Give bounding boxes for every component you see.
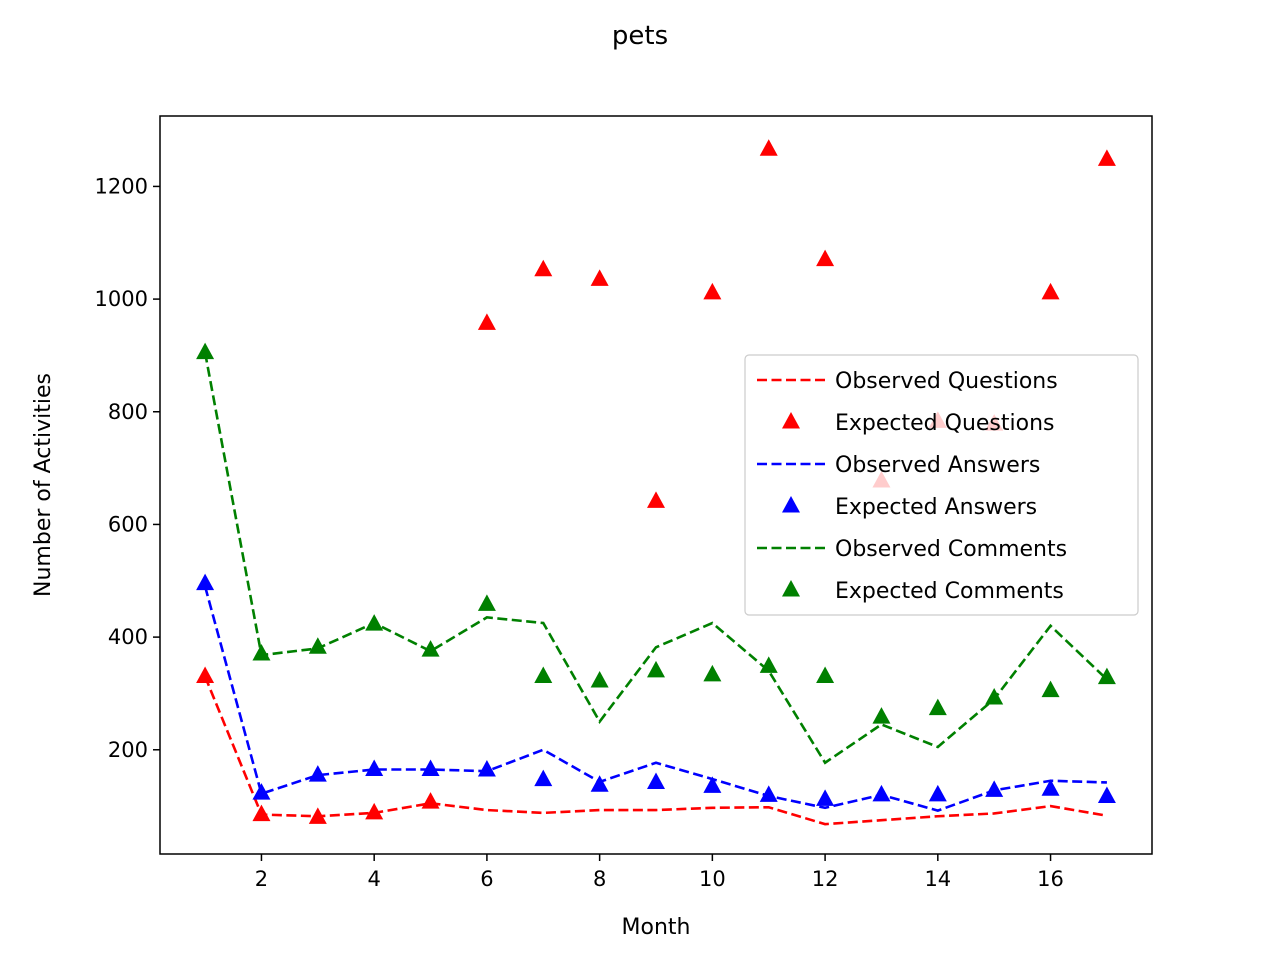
data-point-expected-comments: [308, 637, 327, 654]
data-point-expected-answers: [816, 789, 835, 806]
data-point-expected-answers: [759, 785, 778, 802]
data-point-expected-answers: [647, 772, 665, 789]
data-point-expected-answers: [872, 784, 891, 802]
x-tick-label: 14: [924, 867, 951, 891]
data-point-expected-answers: [1097, 786, 1116, 804]
data-point-expected-answers: [590, 775, 609, 792]
data-point-expected-questions: [1097, 149, 1116, 166]
y-tick-label: 600: [108, 512, 148, 536]
series-line-observed-comments: [203, 352, 1108, 765]
legend: Observed Questions Expected Questions Obse…: [744, 354, 1139, 616]
y-tick-label: 1000: [95, 287, 148, 311]
data-point-expected-answers: [1041, 779, 1060, 796]
x-tick-label: 12: [812, 867, 839, 891]
data-point-expected-questions: [421, 792, 440, 809]
data-point-expected-answers: [477, 760, 496, 777]
data-point-expected-questions: [703, 282, 722, 300]
data-point-expected-answers: [534, 769, 553, 787]
data-point-expected-answers: [985, 780, 1004, 797]
data-point-expected-answers: [928, 784, 947, 802]
x-tick-label: 6: [480, 867, 493, 891]
legend-label: Observed Questions: [835, 369, 1058, 394]
x-tick-label: 4: [367, 867, 380, 891]
legend-label: Expected Answers: [835, 495, 1037, 520]
data-point-expected-comments: [816, 666, 835, 684]
legend-box: [744, 354, 1139, 616]
data-point-expected-comments: [703, 664, 722, 682]
data-point-expected-questions: [196, 666, 215, 684]
legend-label: Expected Questions: [835, 411, 1055, 436]
plot-frame: [159, 115, 1153, 855]
x-tick-label: 10: [699, 867, 726, 891]
data-point-expected-questions: [1041, 282, 1060, 300]
series-line-observed-answers: [203, 586, 1107, 812]
y-tick-label: 400: [108, 625, 148, 649]
data-point-expected-answers: [703, 776, 722, 793]
ticks-layer: 2 4 6 8 10 12 14 16 200 400 600 800 1000 1200: [95, 174, 1064, 891]
data-point-expected-comments: [985, 687, 1004, 705]
data-point-expected-comments: [590, 671, 609, 688]
data-point-expected-questions: [759, 139, 778, 156]
legend-label: Observed Answers: [835, 453, 1040, 478]
data-point-expected-questions: [477, 313, 496, 330]
chart-title: pets: [612, 21, 668, 51]
data-point-expected-comments: [477, 594, 496, 611]
data-point-expected-answers: [365, 759, 384, 776]
y-tick-label: 800: [108, 400, 148, 424]
data-point-expected-questions: [534, 259, 553, 277]
data-point-expected-answers: [308, 765, 327, 782]
legend-triangle-swatch: [782, 496, 800, 513]
data-point-expected-questions: [647, 491, 665, 508]
x-tick-label: 8: [593, 867, 606, 891]
data-point-expected-comments: [647, 660, 665, 678]
data-point-expected-questions: [365, 802, 384, 820]
y-tick-label: 200: [108, 738, 148, 762]
legend-triangle-swatch: [782, 412, 800, 429]
x-tick-label: 16: [1037, 867, 1064, 891]
data-point-expected-questions: [308, 807, 327, 824]
data-point-expected-comments: [252, 644, 271, 661]
data-point-expected-comments: [872, 707, 891, 724]
legend-label: Expected Comments: [835, 579, 1064, 604]
data-point-expected-comments: [365, 614, 384, 631]
data-point-expected-comments: [1097, 667, 1116, 685]
data-point-expected-answers: [196, 573, 215, 591]
series-line-observed-questions: [203, 676, 1108, 826]
data-point-expected-comments: [1041, 680, 1060, 698]
data-point-expected-answers: [421, 759, 440, 776]
data-point-expected-comments: [928, 698, 947, 716]
data-point-expected-questions: [590, 269, 609, 286]
data-point-expected-comments: [421, 640, 440, 657]
legend-label: Observed Comments: [835, 537, 1067, 562]
data-point-expected-comments: [759, 656, 778, 673]
y-axis-label: Number of Activities: [31, 373, 56, 597]
data-point-expected-comments: [534, 666, 553, 684]
legend-triangle-swatch: [782, 580, 800, 597]
x-axis-label: Month: [622, 915, 691, 940]
data-point-expected-answers: [252, 783, 271, 800]
x-tick-label: 2: [255, 867, 268, 891]
data-point-expected-comments: [196, 342, 215, 360]
y-tick-label: 1200: [95, 174, 148, 198]
data-point-expected-questions: [816, 249, 835, 267]
data-point-expected-questions: [252, 804, 271, 822]
